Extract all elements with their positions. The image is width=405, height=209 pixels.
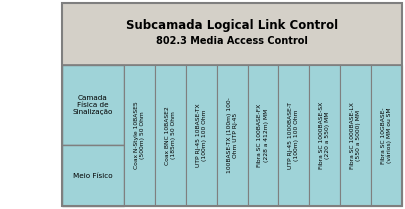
- Bar: [340, 65, 371, 206]
- Text: Fibra SC 100BASE-FX
(228 a 412m) MM: Fibra SC 100BASE-FX (228 a 412m) MM: [258, 104, 269, 167]
- Bar: [62, 3, 402, 65]
- Text: Coax N-Style 10BASE5
(500m) 50 Ohm: Coax N-Style 10BASE5 (500m) 50 Ohm: [134, 102, 145, 169]
- Text: 100BASE-TX (100m) 100-
Ohm UTP RJ-45: 100BASE-TX (100m) 100- Ohm UTP RJ-45: [226, 98, 238, 173]
- Text: UTP RJ-45 1000BASE-T
(100m) 100 Ohm: UTP RJ-45 1000BASE-T (100m) 100 Ohm: [288, 102, 299, 169]
- Bar: [186, 65, 217, 206]
- Bar: [62, 65, 124, 145]
- Text: Fibra SC 10GBASE-
(vários) MM ou SM: Fibra SC 10GBASE- (vários) MM ou SM: [381, 107, 392, 164]
- Text: Coax BNC 10BASE2
(185m) 50 Ohm: Coax BNC 10BASE2 (185m) 50 Ohm: [165, 106, 176, 165]
- Text: Subcamada Logical Link Control: Subcamada Logical Link Control: [126, 19, 338, 33]
- Text: 802.3 Media Access Control: 802.3 Media Access Control: [156, 36, 308, 46]
- Bar: [62, 3, 402, 206]
- Bar: [247, 65, 279, 206]
- Bar: [309, 65, 340, 206]
- Bar: [62, 145, 124, 206]
- Text: Fibra SC 1000BASE-SX
(220 a 550) MM: Fibra SC 1000BASE-SX (220 a 550) MM: [319, 102, 330, 169]
- Text: UTP RJ-45 10BASE-TX
(100m) 100 Ohm: UTP RJ-45 10BASE-TX (100m) 100 Ohm: [196, 104, 207, 167]
- Text: Camada
Física de
Sinalização: Camada Física de Sinalização: [73, 95, 113, 115]
- Bar: [279, 65, 309, 206]
- Bar: [124, 65, 155, 206]
- Text: Fibra SC 1000BASE-LX
(550 a 5000) MM: Fibra SC 1000BASE-LX (550 a 5000) MM: [350, 102, 361, 169]
- Bar: [155, 65, 186, 206]
- Text: Meio Físico: Meio Físico: [73, 173, 113, 179]
- Bar: [371, 65, 402, 206]
- Bar: [217, 65, 247, 206]
